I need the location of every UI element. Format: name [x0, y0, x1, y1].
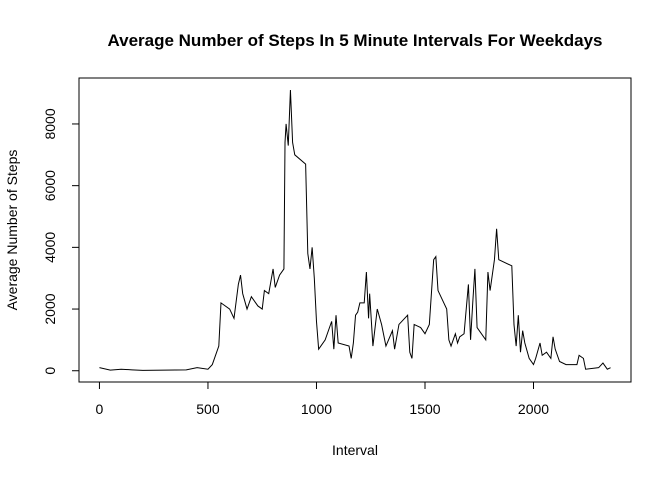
y-tick-label: 2000 [42, 293, 58, 324]
x-tick-label: 2000 [518, 401, 549, 417]
y-axis-label: Average Number of Steps [4, 150, 20, 311]
x-tick-label: 1500 [409, 401, 440, 417]
x-axis-label: Interval [332, 442, 378, 458]
plot-box [78, 77, 632, 383]
x-tick-label: 500 [196, 401, 220, 417]
y-tick-label: 6000 [42, 170, 58, 201]
y-tick-label: 4000 [42, 232, 58, 263]
y-tick-label: 8000 [42, 108, 58, 139]
data-line [99, 90, 611, 371]
x-tick-label: 0 [96, 401, 104, 417]
chart-title: Average Number of Steps In 5 Minute Inte… [107, 31, 602, 50]
y-tick-label: 0 [42, 367, 58, 375]
x-tick-label: 1000 [301, 401, 332, 417]
